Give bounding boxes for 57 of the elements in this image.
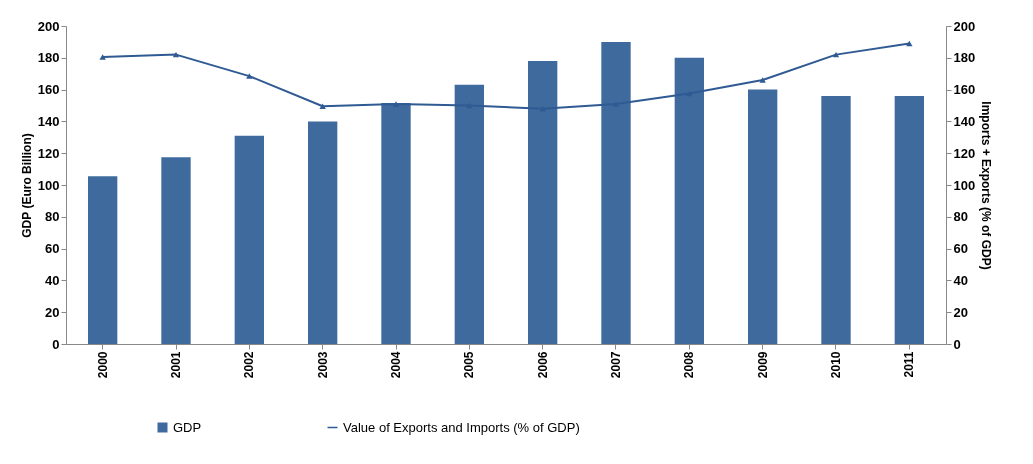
point: [246, 73, 253, 79]
x-tick-label: 2005: [462, 351, 477, 379]
y-tick-label: 40: [45, 272, 60, 288]
bar: [528, 60, 558, 344]
y-axis-title: GDP (Euro Billion): [19, 133, 34, 238]
y-tick-label: 180: [37, 50, 60, 66]
y2-tick-label: 100: [953, 177, 976, 193]
x-tick-label: 2011: [902, 351, 917, 378]
y2-tick-label: 0: [953, 336, 961, 352]
y-tick-label: 0: [52, 336, 60, 352]
x-tick-label: 2007: [609, 351, 623, 379]
y-tick-label: 200: [37, 18, 60, 34]
y-tick-label: 160: [37, 82, 60, 98]
point: [99, 54, 106, 60]
bar: [381, 103, 411, 344]
bar: [454, 84, 484, 344]
x-tick-label: 2008: [682, 351, 697, 379]
y2-tick-label: 20: [953, 304, 968, 320]
y2-tick-label: 180: [953, 50, 976, 66]
legend-label: Value of Exports and Imports (% of GDP): [343, 419, 580, 435]
y2-tick-label: 60: [953, 241, 968, 257]
y2-tick-label: 140: [953, 113, 976, 129]
y2-tick-label: 200: [953, 18, 976, 34]
y2-tick-label: 160: [953, 82, 976, 98]
legend-label: GDP: [173, 419, 202, 435]
point: [319, 103, 326, 110]
y2-tick-label: 80: [953, 209, 968, 225]
x-tick-label: 2000: [95, 351, 110, 379]
bar: [161, 157, 191, 344]
y-tick-label: 140: [37, 113, 60, 129]
bar: [821, 95, 851, 344]
bar: [894, 95, 924, 344]
bar: [308, 121, 338, 344]
bar: [234, 135, 264, 344]
bar: [748, 89, 778, 344]
point: [759, 77, 766, 83]
y2-tick-label: 120: [953, 145, 976, 161]
y2-axis-title: Imports + Exports (% of GDP): [979, 101, 994, 270]
y-tick-label: 80: [45, 209, 60, 225]
x-tick-label: 2001: [169, 351, 183, 379]
x-tick-label: 2002: [242, 351, 257, 379]
y-tick-label: 100: [37, 177, 60, 193]
x-tick-label: 2006: [535, 351, 550, 379]
bar: [674, 57, 704, 344]
bar: [601, 41, 631, 344]
point: [392, 101, 400, 107]
point: [172, 51, 180, 58]
x-tick-label: 2003: [315, 351, 330, 379]
x-tick-label: 2009: [755, 351, 770, 379]
bar: [88, 176, 118, 344]
x-tick-label: 2010: [829, 351, 843, 379]
y-tick-label: 20: [45, 304, 60, 320]
y-tick-label: 120: [37, 145, 60, 161]
y2-tick-label: 40: [953, 272, 968, 288]
x-tick-label: 2004: [389, 351, 403, 379]
y-tick-label: 60: [45, 241, 60, 257]
point: [832, 51, 840, 58]
